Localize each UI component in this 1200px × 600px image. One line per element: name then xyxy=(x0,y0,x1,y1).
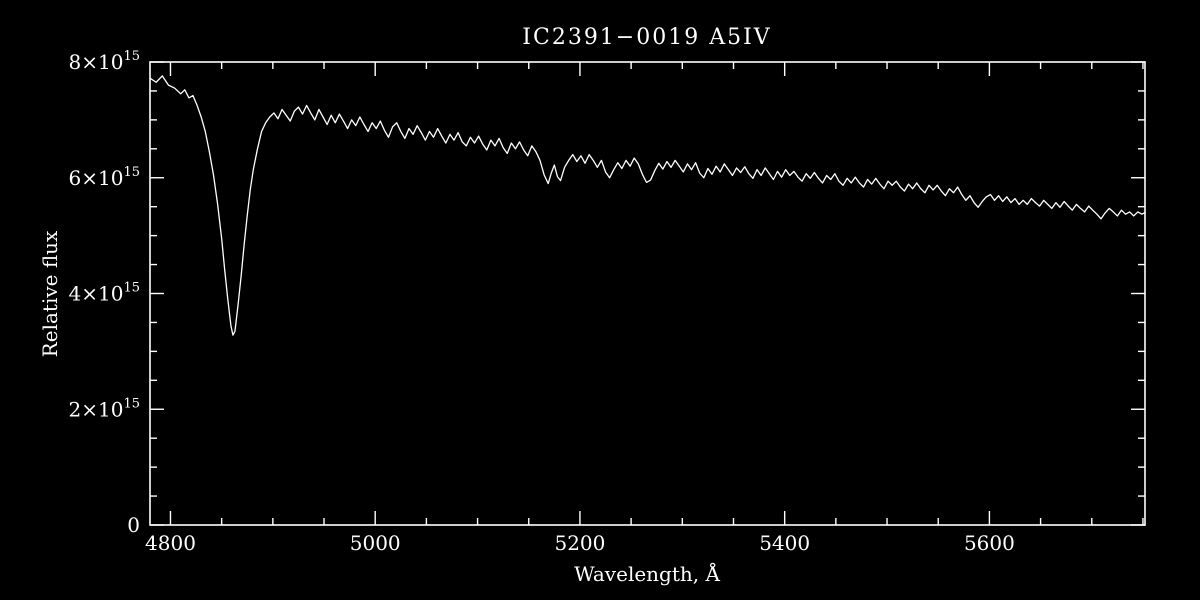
chart-title: IC2391−0019 A5IV xyxy=(522,25,771,50)
x-tick-label: 5000 xyxy=(350,531,401,555)
plot-area: 4800 5000 5200 5400 5600 0 2×1015 4×1015 6×1015 8… xyxy=(69,49,1146,555)
y-tick-label: 0 xyxy=(127,513,140,537)
plot-frame xyxy=(149,61,1146,526)
x-tick-label: 5600 xyxy=(964,531,1015,555)
x-axis-label: Wavelength, Å xyxy=(574,561,720,586)
y-axis-label: Relative flux xyxy=(38,230,62,357)
x-tick-label: 5400 xyxy=(759,531,810,555)
y-tick-label: 4×1015 xyxy=(69,281,140,306)
y-tick-label: 2×1015 xyxy=(69,396,140,421)
x-tick-label: 5200 xyxy=(554,531,605,555)
x-tick-label: 4800 xyxy=(145,531,196,555)
y-tick-label: 8×1015 xyxy=(69,49,140,74)
spectrum-line xyxy=(149,75,1146,336)
y-tick-label: 6×1015 xyxy=(69,165,140,190)
